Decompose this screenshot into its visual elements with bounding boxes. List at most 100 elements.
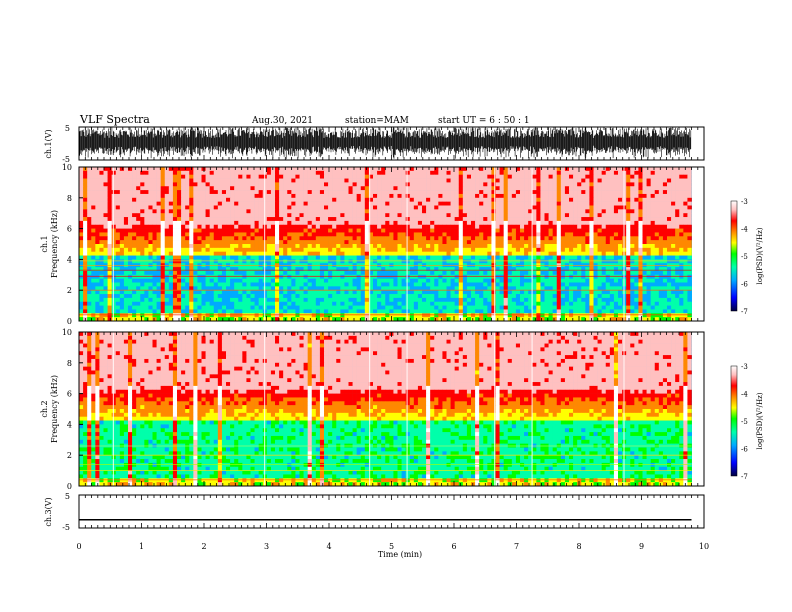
spectrogram-cell xyxy=(299,278,304,283)
spectrogram-cell xyxy=(434,167,439,172)
spectrogram-cell xyxy=(221,251,227,256)
spectrogram-cell xyxy=(385,174,390,179)
spectrogram-cell xyxy=(123,205,129,210)
spectrogram-cell xyxy=(618,217,623,222)
spectrogram-cell xyxy=(520,286,525,291)
spectrogram-cell xyxy=(181,267,186,272)
spectrogram-cell xyxy=(556,224,562,229)
spectrogram-cell xyxy=(152,259,157,264)
spectrogram-cell xyxy=(283,205,288,210)
spectrogram-cell xyxy=(160,270,166,276)
spectrogram-cell xyxy=(258,278,264,283)
spectrogram-cell xyxy=(148,251,153,256)
spectrogram-cell xyxy=(638,220,643,226)
spectrogram-cell xyxy=(389,247,394,252)
spectrogram-cell xyxy=(148,224,153,229)
spectrogram-cell xyxy=(618,220,623,226)
spectrogram-cell xyxy=(287,240,292,245)
spectrogram-cell xyxy=(650,259,656,264)
spectrogram-cell xyxy=(475,224,480,229)
spectrogram-cell xyxy=(344,247,349,252)
spectrogram-cell xyxy=(266,228,272,233)
spectrogram-cell xyxy=(123,170,129,175)
spectrogram-cell xyxy=(275,186,280,191)
spectrogram-cell xyxy=(246,213,251,218)
spectrogram-cell xyxy=(295,190,300,195)
spectrogram-cell xyxy=(368,213,374,218)
spectrogram-cell xyxy=(152,167,157,172)
spectrogram-cell xyxy=(630,197,635,202)
spectrogram-cell xyxy=(650,270,656,276)
spectrogram-cell xyxy=(209,267,215,272)
spectrogram-cell xyxy=(577,259,582,264)
spectrogram-cell xyxy=(217,170,223,175)
spectrogram-cell xyxy=(458,247,464,252)
spectrogram-cell xyxy=(319,178,325,183)
spectrogram-cell xyxy=(132,193,137,199)
spectrogram-cell xyxy=(234,190,239,195)
spectrogram-cell xyxy=(340,217,345,222)
spectrogram-cell xyxy=(434,190,439,195)
spectrogram-cell xyxy=(185,167,190,172)
spectrogram-cell xyxy=(662,197,668,202)
spectrogram-cell xyxy=(683,278,688,283)
spectrogram-cell xyxy=(515,274,521,279)
spectrogram-cell xyxy=(140,259,145,264)
spectrogram-cell xyxy=(87,294,92,299)
spectrogram-cell xyxy=(197,174,202,179)
spectrogram-cell xyxy=(573,274,578,279)
spectrogram-cell xyxy=(307,190,313,195)
spectrogram-cell xyxy=(642,228,647,233)
spectrogram-cell xyxy=(299,209,304,214)
spectrogram-cell xyxy=(397,270,402,276)
spectrogram-cell xyxy=(389,236,394,241)
spectrogram-cell xyxy=(471,236,476,241)
spectrogram-cell xyxy=(230,167,235,172)
spectrogram-cell xyxy=(148,228,153,233)
spectrogram-cell xyxy=(83,255,88,260)
spectrogram-cell xyxy=(128,274,133,279)
spectrogram-cell xyxy=(213,247,219,252)
spectrogram-cell xyxy=(662,201,668,206)
spectrogram-cell xyxy=(458,182,464,187)
spectrogram-cell xyxy=(144,259,149,264)
spectrogram-cell xyxy=(307,286,313,291)
spectrogram-cell xyxy=(123,247,129,252)
spectrogram-cell xyxy=(662,282,668,287)
spectrogram-cell xyxy=(638,186,643,191)
spectrogram-cell xyxy=(446,201,451,206)
spectrogram-cell xyxy=(213,232,219,237)
spectrogram-cell xyxy=(450,182,455,187)
spectrogram-cell xyxy=(593,205,598,210)
spectrogram-cell xyxy=(283,228,288,233)
spectrogram-cell xyxy=(99,251,104,256)
spectrogram-cell xyxy=(544,186,549,191)
spectrogram-cell xyxy=(213,220,219,226)
spectrogram-cell xyxy=(328,186,333,191)
spectrogram-cell xyxy=(515,259,521,264)
spectrogram-cell xyxy=(597,170,602,175)
spectrogram-cell xyxy=(193,224,198,229)
spectrogram-cell xyxy=(360,213,366,218)
spectrogram-cell xyxy=(654,228,660,233)
spectrogram-cell xyxy=(381,224,386,229)
spectrogram-cell xyxy=(634,174,639,179)
spectrogram-cell xyxy=(507,286,513,291)
spectrogram-cell xyxy=(311,174,317,179)
spectrogram-cell xyxy=(679,240,684,245)
spectrogram-cell xyxy=(95,197,100,202)
spectrogram-cell xyxy=(532,201,537,206)
spectrogram-cell xyxy=(368,167,374,172)
spectrogram-cell xyxy=(466,224,472,229)
spectrogram-cell xyxy=(315,228,321,233)
spectrogram-cell xyxy=(532,209,537,214)
spectrogram-cell xyxy=(609,247,615,252)
spectrogram-cell xyxy=(577,217,582,222)
spectrogram-cell xyxy=(405,190,411,195)
spectrogram-cell xyxy=(193,294,198,299)
spectrogram-cell xyxy=(221,209,227,214)
spectrogram-cell xyxy=(107,286,112,291)
spectrogram-cell xyxy=(209,201,215,206)
spectrogram-cell xyxy=(266,236,272,241)
spectrogram-cell xyxy=(520,174,525,179)
